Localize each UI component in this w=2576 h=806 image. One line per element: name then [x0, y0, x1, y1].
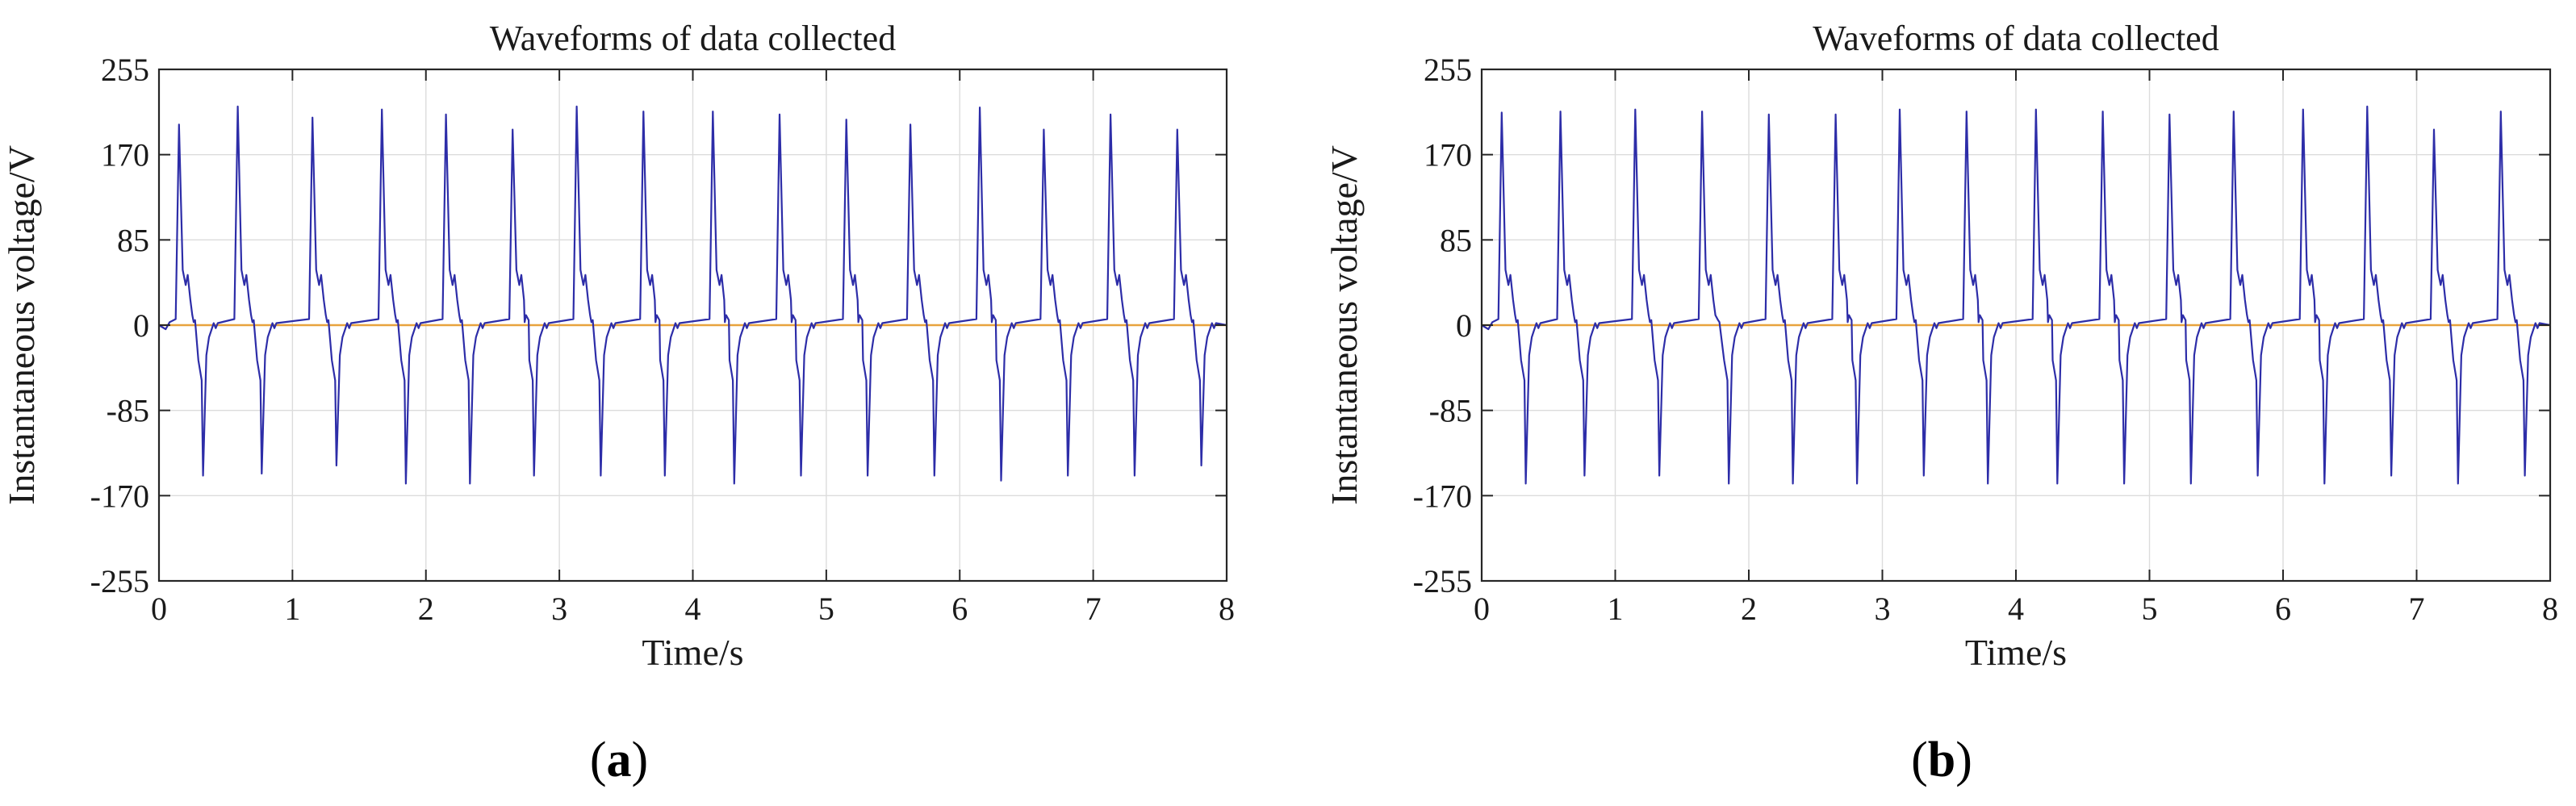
caption-letter: a: [607, 733, 632, 787]
y-axis-label: Instantaneous voltage/V: [1324, 145, 1365, 505]
x-tick-label: 2: [418, 591, 434, 627]
x-tick-label: 1: [284, 591, 300, 627]
y-tick-label: -170: [90, 478, 149, 514]
x-tick-label: 4: [2008, 591, 2024, 627]
chart-title: Waveforms of data collected: [1813, 19, 2218, 58]
x-tick-label: 6: [2275, 591, 2291, 627]
chart-title: Waveforms of data collected: [490, 19, 896, 58]
x-tick-label: 3: [1875, 591, 1891, 627]
x-axis-label: Time/s: [1965, 632, 2067, 673]
x-tick-label: 7: [1085, 591, 1102, 627]
y-tick-label: 85: [117, 222, 149, 258]
series-line-voltage: [158, 105, 1227, 485]
y-tick-label: 170: [101, 137, 149, 173]
x-tick-label: 5: [2142, 591, 2158, 627]
y-tick-label: -85: [1429, 393, 1472, 429]
caption-close-paren: ): [632, 733, 649, 787]
caption-open-paren: (: [1911, 733, 1928, 787]
x-axis-label: Time/s: [642, 632, 743, 673]
x-tick-label: 4: [685, 591, 701, 627]
x-tick-label: 3: [551, 591, 567, 627]
caption-letter: b: [1928, 733, 1955, 787]
x-tick-label: 2: [1741, 591, 1757, 627]
caption-close-paren: ): [1955, 733, 1972, 787]
x-tick-label: 8: [1219, 591, 1235, 627]
x-tick-label: 6: [951, 591, 968, 627]
y-tick-label: 170: [1424, 137, 1472, 173]
y-axis-label: Instantaneous voltage/V: [1, 145, 42, 505]
chart-panel-a: 0 1 2 3 4 5 6 7 8 255 170 85 0 -85 -170 -255 Waveforms o…: [1, 19, 1235, 787]
y-tick-label: -85: [107, 393, 149, 429]
subfigure-caption: (a): [590, 733, 648, 787]
series-line-voltage: [1481, 105, 2551, 485]
caption-open-paren: (: [590, 733, 607, 787]
x-tick-label: 0: [151, 591, 167, 627]
y-tick-label: 255: [1424, 52, 1472, 88]
y-tick-label: 0: [133, 307, 149, 344]
y-tick-label: 85: [1440, 222, 1472, 258]
y-tick-label: 255: [101, 52, 149, 88]
x-tick-label: 1: [1608, 591, 1624, 627]
subfigure-caption: (b): [1911, 733, 1972, 787]
y-tick-label: -170: [1413, 478, 1472, 514]
x-tick-label: 7: [2409, 591, 2425, 627]
y-tick-label: 0: [1456, 307, 1472, 344]
x-tick-label: 0: [1474, 591, 1490, 627]
y-tick-label: -255: [1413, 563, 1472, 599]
y-tick-label: -255: [90, 563, 149, 599]
x-tick-label: 5: [818, 591, 834, 627]
chart-panel-b: 0 1 2 3 4 5 6 7 8 255 170 85 0 -85 -170 -255 Waveforms o…: [1324, 19, 2558, 787]
x-tick-label: 8: [2542, 591, 2558, 627]
